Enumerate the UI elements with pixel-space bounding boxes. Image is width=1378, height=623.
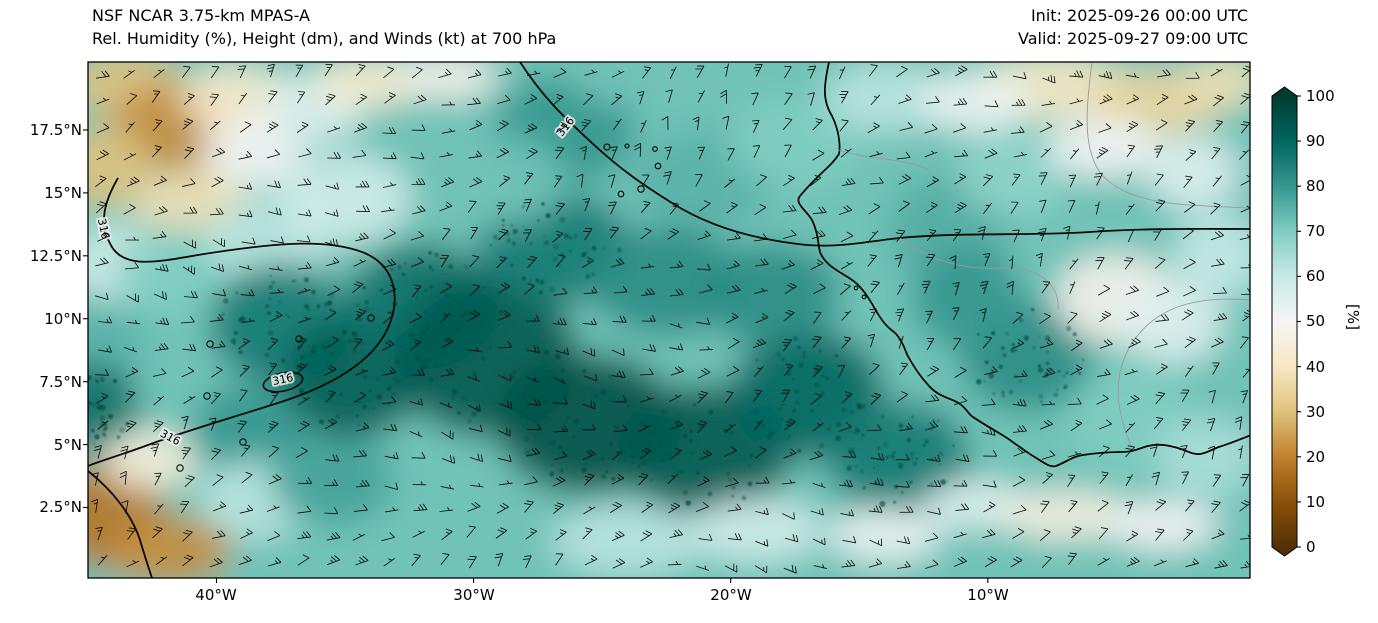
humidity-field xyxy=(88,62,1250,578)
wind-barbs xyxy=(91,63,1250,574)
colorbar xyxy=(1271,86,1301,557)
x-tick-label: 40°W xyxy=(195,586,237,604)
y-tick-label: 17.5°N xyxy=(29,121,82,139)
colorbar-tick-label: 70 xyxy=(1306,222,1326,240)
colorbar-tick-label: 50 xyxy=(1306,312,1326,330)
axes-frame xyxy=(83,61,1251,583)
model-title: NSF NCAR 3.75-km MPAS-A xyxy=(92,6,310,25)
colorbar-unit-label: [%] xyxy=(1343,304,1362,330)
x-tick-label: 10°W xyxy=(967,586,1009,604)
y-tick-label: 5°N xyxy=(53,436,82,454)
y-tick-label: 7.5°N xyxy=(39,373,82,391)
colorbar-tick-label: 0 xyxy=(1306,538,1316,556)
plot-title: Rel. Humidity (%), Height (dm), and Wind… xyxy=(92,29,557,48)
x-tick-label: 20°W xyxy=(710,586,752,604)
colorbar-tick-label: 90 xyxy=(1306,132,1326,150)
colorbar-tick-label: 10 xyxy=(1306,493,1326,511)
y-tick-label: 15°N xyxy=(44,184,82,202)
y-tick-label: 12.5°N xyxy=(29,247,82,265)
colorbar-tick-label: 80 xyxy=(1306,177,1326,195)
valid-time-label: Valid: 2025-09-27 09:00 UTC xyxy=(1017,29,1248,48)
colorbar-tick-label: 20 xyxy=(1306,448,1326,466)
colorbar-tick-label: 30 xyxy=(1306,403,1326,421)
colorbar-tick-label: 60 xyxy=(1306,267,1326,285)
y-tick-label: 2.5°N xyxy=(39,498,82,516)
y-tick-label: 10°N xyxy=(44,310,82,328)
init-time-label: Init: 2025-09-26 00:00 UTC xyxy=(1030,6,1248,25)
colorbar-tick-label: 100 xyxy=(1306,87,1335,105)
x-tick-label: 30°W xyxy=(453,586,495,604)
colorbar-tick-label: 40 xyxy=(1306,358,1326,376)
